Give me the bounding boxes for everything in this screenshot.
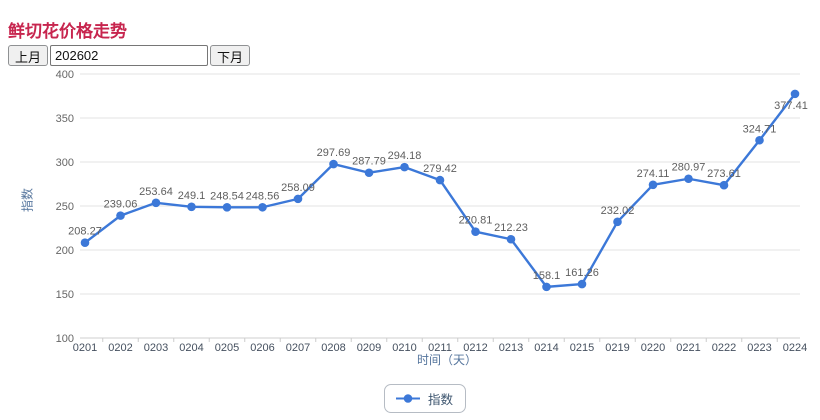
x-axis-title: 时间（天） [416,353,477,367]
data-point[interactable] [684,174,693,184]
data-point-label: 253.64 [139,186,173,198]
data-point-label: 274.11 [637,168,670,180]
x-tick-label: 0211 [428,342,452,354]
x-tick-label: 0222 [712,342,736,354]
data-point-label: 208.27 [68,226,102,238]
data-point[interactable] [790,89,800,99]
data-point-label: 273.61 [707,168,741,180]
data-point-label: 212.23 [494,222,528,234]
x-tick-label: 0221 [676,342,700,354]
month-controls: 上月 下月 [8,45,251,66]
next-month-button[interactable]: 下月 [210,45,251,66]
data-point[interactable] [471,227,480,236]
legend-line-marker-icon [395,394,420,403]
y-axis-title: 指数 [20,187,35,213]
x-tick-label: 0205 [215,342,239,354]
data-point[interactable] [435,175,445,185]
data-point-label: 258.09 [281,182,315,194]
x-tick-label: 0214 [534,342,558,354]
month-input[interactable] [50,45,209,66]
data-point-label: 232.02 [601,205,635,217]
data-point[interactable] [364,168,374,178]
x-tick-label: 0210 [392,342,416,354]
legend-item-index[interactable]: 指数 [383,384,466,413]
x-tick-label: 0208 [321,342,345,354]
data-point-label: 161.26 [565,267,599,279]
legend-item-label: 指数 [427,393,453,407]
x-tick-label: 0203 [144,342,168,354]
data-point[interactable] [613,217,622,227]
data-point[interactable] [187,202,196,212]
data-point[interactable] [648,180,658,190]
prev-month-button[interactable]: 上月 [8,45,49,66]
data-point-label: 287.79 [352,156,386,168]
data-point[interactable] [293,194,303,204]
x-tick-label: 0206 [250,342,274,354]
data-point[interactable] [719,180,729,190]
data-point[interactable] [506,234,516,244]
data-point[interactable] [222,202,232,212]
x-tick-label: 0213 [499,342,523,354]
data-point-label: 239.06 [104,199,138,211]
data-point-label: 220.81 [459,215,493,227]
data-point[interactable] [542,282,551,292]
x-tick-label: 0212 [463,342,487,354]
x-tick-label: 0201 [73,342,97,354]
data-point[interactable] [80,238,90,248]
data-point[interactable] [400,162,409,172]
data-point-label: 158.1 [533,270,561,282]
y-tick-label: 150 [56,289,74,301]
x-tick-label: 0209 [357,342,381,354]
data-point-label: 249.1 [178,190,206,202]
price-trend-chart: 100 150 200 250 300 350 400 0201 0202 0203 0204 020… [0,64,820,380]
x-tick-label: 0219 [605,342,629,354]
data-point[interactable] [329,159,338,169]
data-point-label: 324.71 [743,123,777,135]
data-point[interactable] [577,279,587,289]
x-tick-label: 0202 [108,342,132,354]
data-point-label: 377.41 [774,100,808,112]
x-tick-label: 0223 [747,342,771,354]
y-tick-label: 300 [56,157,74,169]
x-tick-label: 0207 [286,342,310,354]
x-tick-label: 0215 [570,342,594,354]
data-point-label: 279.42 [423,163,457,175]
x-tick-label: 0224 [783,342,807,354]
data-point-label: 297.69 [317,147,351,159]
y-tick-label: 350 [56,113,74,125]
legend: 指数 [0,384,820,413]
x-tick-label: 0220 [641,342,665,354]
y-tick-label: 250 [56,201,74,213]
page-title: 鲜切花价格走势 [8,22,127,42]
data-point-label: 248.54 [210,190,244,202]
data-point-label: 280.97 [672,162,706,174]
x-tick-label: 0204 [179,342,203,354]
y-tick-label: 400 [56,69,74,81]
y-tick-label: 200 [56,245,74,257]
data-point[interactable] [116,211,125,220]
y-tick-label: 100 [56,333,74,345]
data-point-label: 248.56 [246,190,280,202]
chart-canvas: 100 150 200 250 300 350 400 0201 0202 0203 0204 020… [56,69,808,354]
data-point[interactable] [258,202,267,212]
data-point-label: 294.18 [388,150,422,162]
data-point[interactable] [755,135,764,145]
data-point[interactable] [151,198,161,208]
